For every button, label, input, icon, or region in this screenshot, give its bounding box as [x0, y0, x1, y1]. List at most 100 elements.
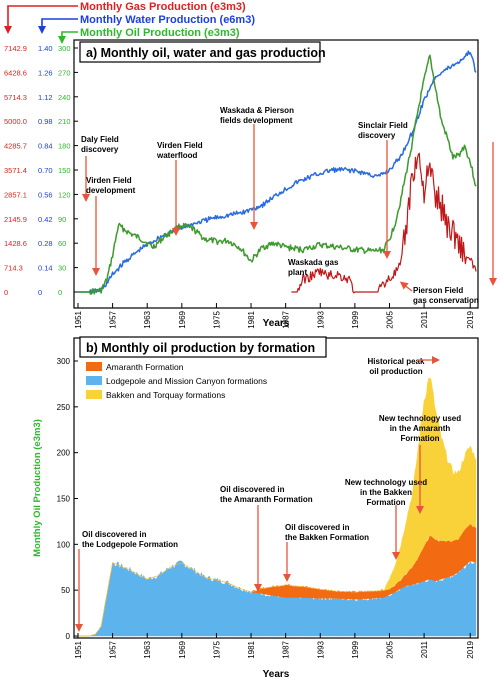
legend-swatch-bakken [86, 390, 102, 399]
annotation-waterflood: Virden Field waterflood [156, 141, 203, 160]
y-tick-label: 0.70 [38, 166, 53, 175]
x-tick-label: 1963 [143, 640, 152, 658]
panel-a-annotations: Daly Field discovery Virden Field developm… [81, 106, 479, 305]
annotation-sinclair: Sinclair Field discovery [358, 121, 408, 140]
x-tick-label: 1981 [247, 640, 256, 658]
y-tick-label: 30 [58, 264, 66, 273]
annotation-amaranth-technology: New technology used in the Amaranth Format… [379, 414, 461, 443]
x-tick-label: 1957 [109, 310, 118, 328]
y-tick-label: 0.42 [38, 215, 53, 224]
annotation-bakken-discovery: Oil discovered in the Bakken Formation [285, 523, 369, 542]
axis-legend-gas: Monthly Gas Production (e3m3) [4, 1, 246, 34]
annotation-bakken-technology: New technology used in the Bakken Formatio… [345, 478, 427, 507]
y-tick-label: 150 [58, 166, 71, 175]
panel-b-title-box [79, 336, 327, 358]
y-tick-label: 2857.1 [4, 190, 27, 199]
y-tick-label: 200 [57, 449, 71, 458]
y-tick-label: 4285.7 [4, 142, 27, 151]
legend-swatch-amaranth [86, 362, 102, 371]
lodgepole-area [78, 559, 477, 637]
y-tick-label: 180 [58, 142, 71, 151]
annotation-lodgepole: Oil discovered in the Lodgepole Formation [82, 530, 178, 549]
x-tick-label: 1993 [316, 640, 325, 658]
x-tick-label: 2011 [420, 310, 429, 328]
y-tick-label: 5000.0 [4, 117, 27, 126]
annotation-daly: Daly Field discovery [81, 135, 119, 154]
y-tick-label: 90 [58, 215, 66, 224]
x-tick-label: 2005 [385, 640, 394, 658]
y-tick-label: 1428.6 [4, 239, 27, 248]
x-tick-label: 2011 [420, 640, 429, 658]
y-tick-label: 100 [57, 540, 71, 549]
panel-b-legend: Amaranth Formation Lodgepole and Mission… [86, 362, 267, 400]
y-tick-label: 210 [58, 117, 71, 126]
y-tick-label: 6428.6 [4, 68, 27, 77]
y-tick-label: 2145.9 [4, 215, 27, 224]
y-tick-label: 120 [58, 190, 71, 199]
panel-a-frame [73, 39, 479, 309]
y-tick-label: 0.98 [38, 117, 53, 126]
y-tick-label: 270 [58, 68, 71, 77]
x-tick-label: 1963 [143, 310, 152, 328]
y-tick-label: 150 [57, 495, 71, 504]
x-tick-label: 1951 [74, 640, 83, 658]
panel-a: Monthly Gas Production (e3m3) Monthly Wa… [4, 1, 497, 329]
y-tick-label: 240 [58, 93, 71, 102]
panel-a-title-box [79, 41, 321, 63]
y-tick-label: 50 [61, 586, 70, 595]
x-tick-label: 1951 [74, 310, 83, 328]
y-tick-label: 0.14 [38, 264, 53, 273]
panel-a-x-axis: 1951 1957 1963 1969 1975 1981 1987 1993 1999 2005… [74, 303, 475, 329]
x-tick-label: 2019 [466, 640, 475, 658]
y-tick-label: 7142.9 [4, 44, 27, 53]
y-tick-label: 714.3 [4, 264, 23, 273]
y-tick-label: 5714.3 [4, 93, 27, 102]
water-series-line [78, 50, 477, 295]
x-tick-label: 1981 [247, 310, 256, 328]
y-tick-label: 1.26 [38, 68, 53, 77]
panel-a-title: a) Monthly oil, water and gas production [86, 46, 326, 60]
y-tick-label: 300 [57, 357, 71, 366]
x-tick-label: 1969 [178, 640, 187, 658]
y-tick-label: 0 [58, 288, 62, 297]
annotation-amaranth-discovery: Oil discovered in the Amaranth Formation [220, 485, 313, 504]
x-tick-label: 1993 [316, 310, 325, 328]
y-tick-label: 60 [58, 239, 66, 248]
y-tick-label: 0 [4, 288, 8, 297]
legend-label-bakken: Bakken and Torquay formations [106, 390, 225, 400]
y-tick-label: 250 [57, 403, 71, 412]
oil-axis-label: Monthly Oil Production (e3m3) [80, 27, 240, 39]
oil-series-line [78, 54, 477, 295]
y-tick-label: 0 [66, 632, 71, 641]
x-tick-label: 2005 [385, 310, 394, 328]
x-tick-label: 2019 [466, 310, 475, 328]
panel-b-ylabel: Monthly Oil Production (e3m3) [32, 419, 43, 557]
y-tick-label: 0.56 [38, 190, 53, 199]
panel-a-series [78, 50, 477, 295]
y-tick-label: 1.40 [38, 44, 53, 53]
annotation-virden-dev: Virden Field development [86, 176, 136, 195]
bakken-area [78, 377, 477, 637]
axis-legend-water: Monthly Water Production (e6m3) [38, 14, 255, 34]
y-tick-label: 0.28 [38, 239, 53, 248]
y-tick-label: 1.12 [38, 93, 53, 102]
x-tick-label: 1987 [282, 310, 291, 328]
y-tick-label: 0 [38, 288, 42, 297]
x-tick-label: 1969 [178, 310, 187, 328]
axis-legend-oil: Monthly Oil Production (e3m3) [58, 27, 240, 44]
panel-b-title: b) Monthly oil production by formation [86, 341, 315, 355]
annotation-waskada-pierson: Waskada & Pierson fields development [220, 106, 294, 125]
gas-axis-label: Monthly Gas Production (e3m3) [80, 1, 246, 13]
panel-b-areas [78, 377, 477, 637]
legend-label-amaranth: Amaranth Formation [106, 362, 184, 372]
water-axis-label: Monthly Water Production (e6m3) [80, 14, 255, 26]
panel-b-x-axis: 1951 1957 1963 1969 1975 1981 1987 1993 1999 2005… [74, 633, 475, 659]
panel-a-xlabel: Years [263, 318, 290, 329]
legend-swatch-lodgepole [86, 376, 102, 385]
annotation-waskada-gas: Waskada gas plant [288, 258, 339, 277]
annotation-peak: Historical peak oil production [368, 357, 425, 376]
panel-a-y-axes: 0 714.3 1428.6 2145.9 2857.1 3571.4 4285.7 5000… [4, 44, 78, 297]
y-tick-label: 0.84 [38, 142, 53, 151]
y-tick-label: 3571.4 [4, 166, 27, 175]
